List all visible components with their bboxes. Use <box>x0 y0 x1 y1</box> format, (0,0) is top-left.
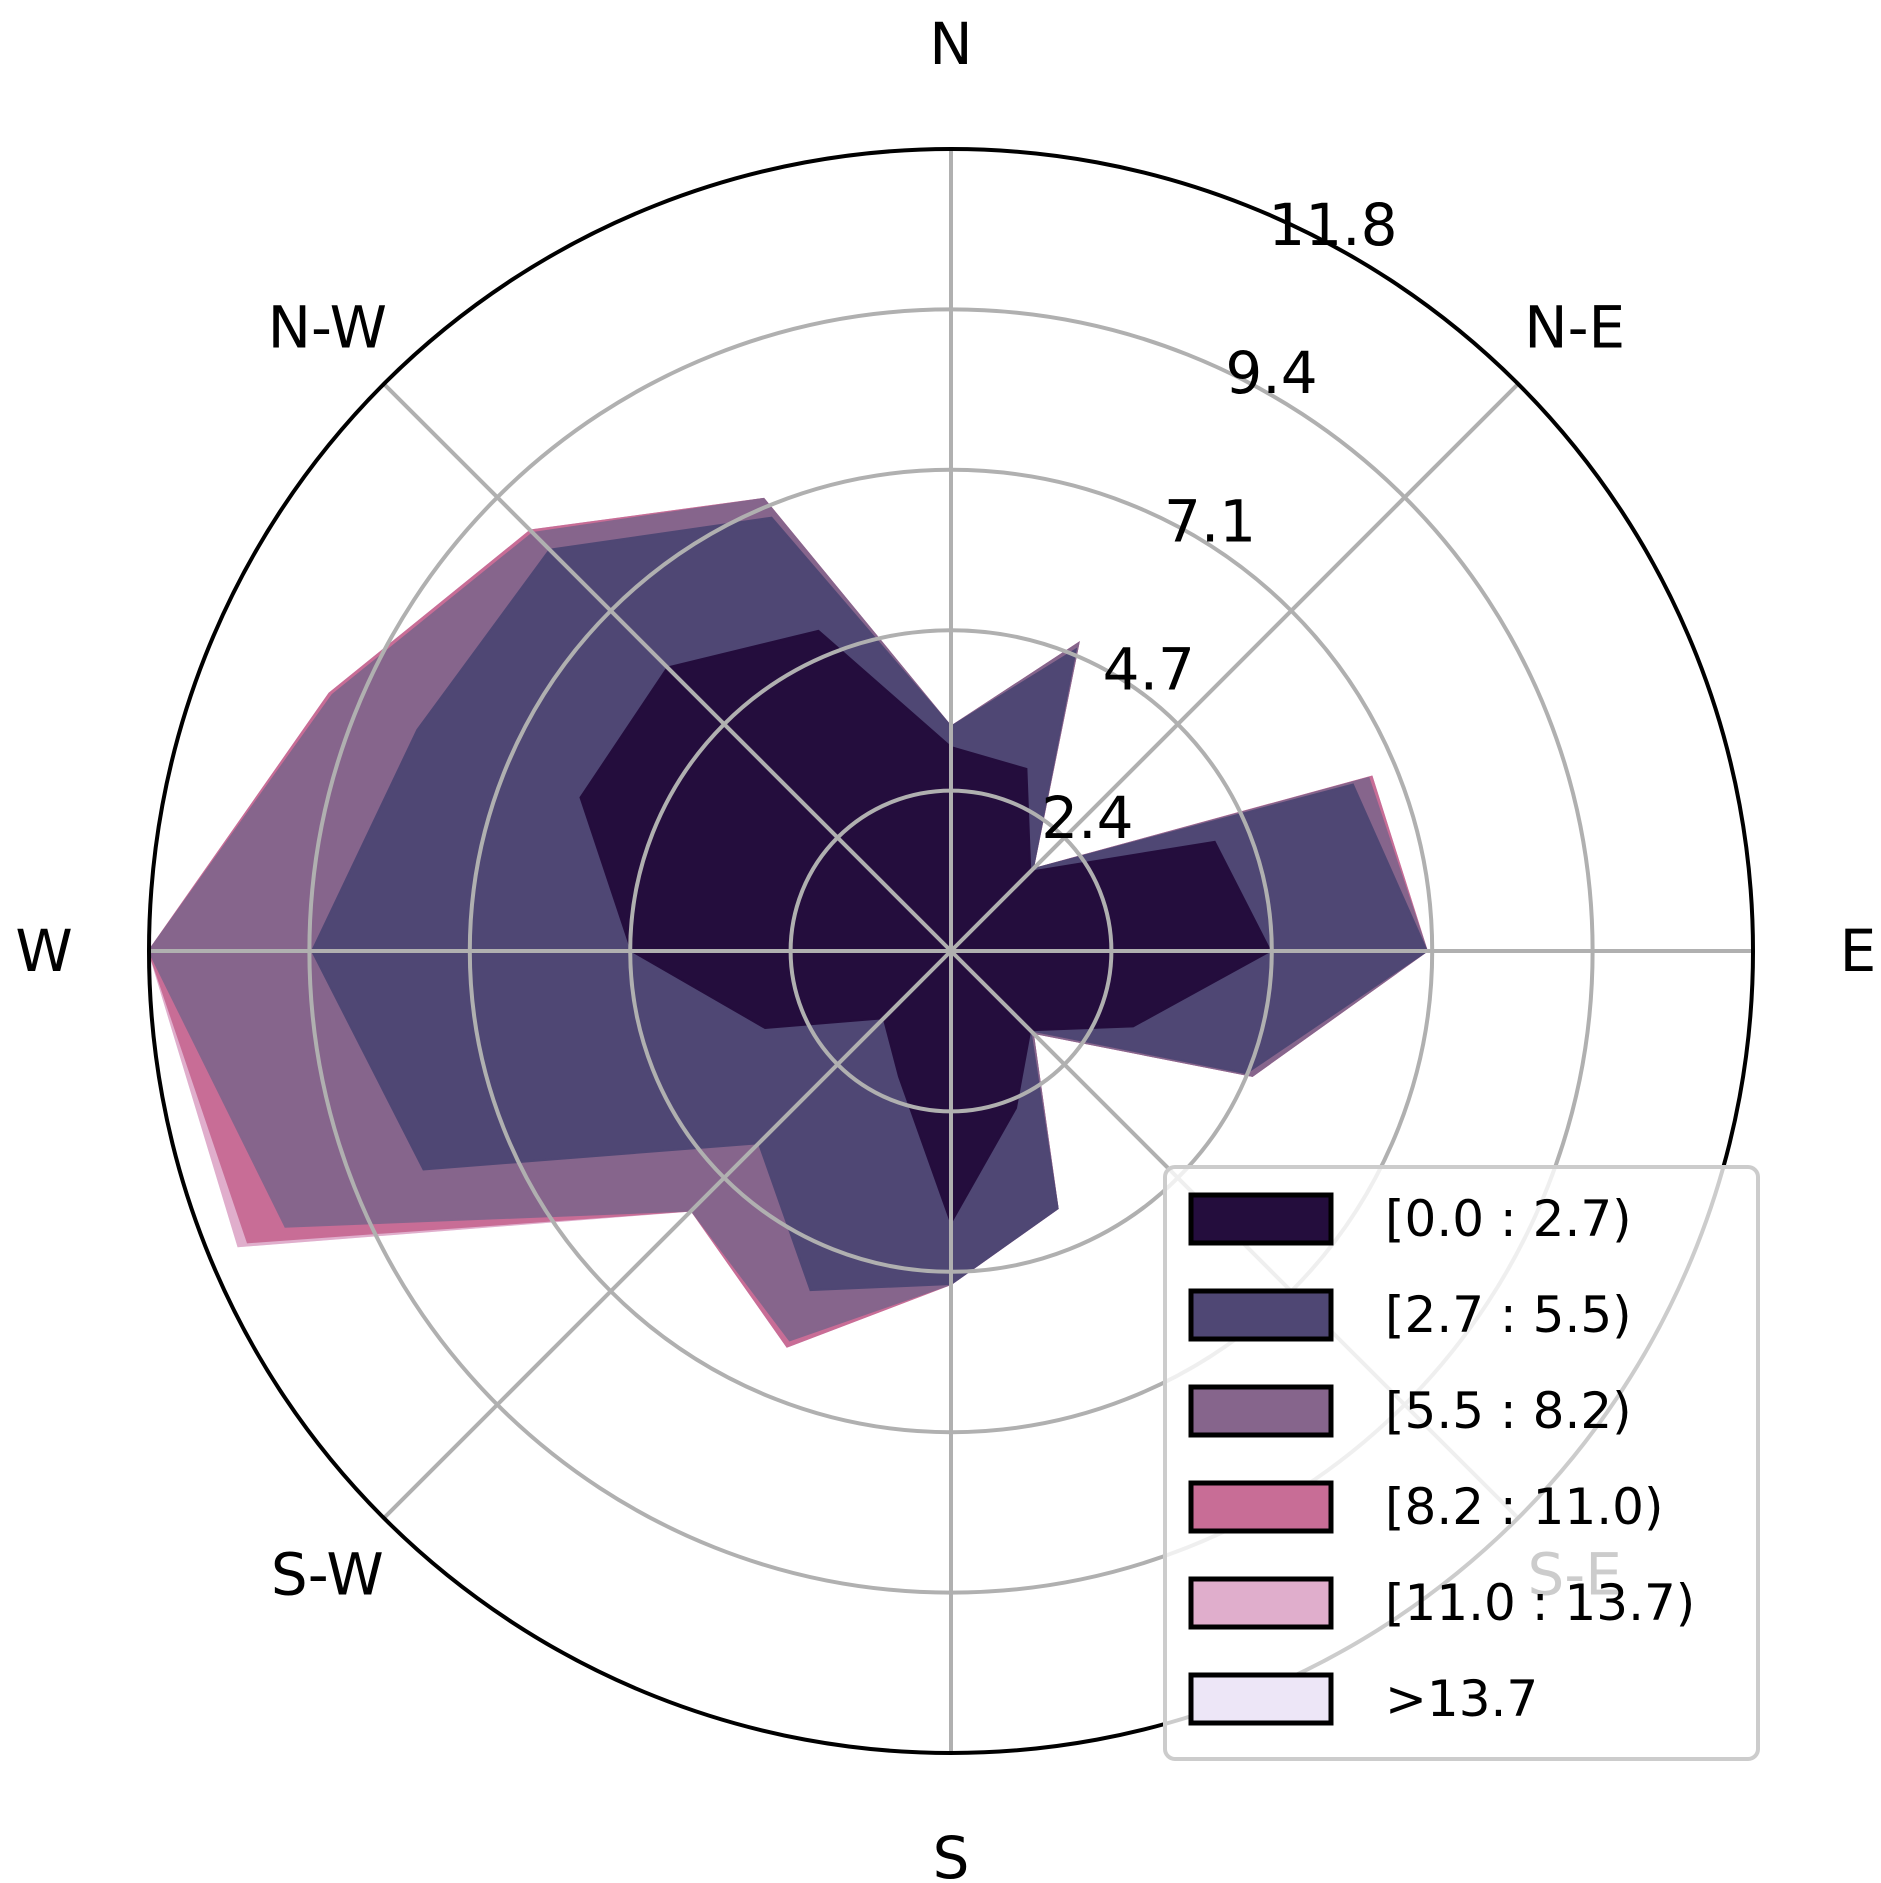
legend-label: [5.5 : 8.2) <box>1385 1382 1632 1440</box>
legend-label: [0.0 : 2.7) <box>1385 1190 1632 1248</box>
legend-label: >13.7 <box>1385 1670 1538 1728</box>
legend-swatch <box>1188 1384 1334 1438</box>
direction-label: S-W <box>271 1541 384 1609</box>
radial-tick-label: 4.7 <box>1103 636 1195 704</box>
legend-label: [2.7 : 5.5) <box>1385 1286 1632 1344</box>
polar-frame <box>147 147 1755 1755</box>
legend-label: [11.0 : 13.7) <box>1385 1574 1695 1632</box>
direction-label: E <box>1840 917 1877 985</box>
direction-label: N-E <box>1524 293 1625 361</box>
grid-spoke <box>382 949 953 1520</box>
axis-labels: EN-ENN-WWS-WSS-E2.44.77.19.411.8 <box>15 10 1876 1883</box>
radial-tick-label: 11.8 <box>1268 191 1397 259</box>
radial-tick-label: 9.4 <box>1225 339 1317 407</box>
direction-label: S <box>933 1824 970 1883</box>
radial-tick-label: 2.4 <box>1041 784 1133 852</box>
direction-label: W <box>15 917 72 985</box>
direction-label: N-W <box>268 293 387 361</box>
grid-spoke <box>949 382 1520 953</box>
legend-swatch <box>1188 1480 1334 1534</box>
direction-label: N <box>929 10 972 78</box>
legend-swatch <box>1188 1672 1334 1726</box>
radial-tick-label: 7.1 <box>1164 487 1256 555</box>
legend-swatch <box>1188 1288 1334 1342</box>
legend: [0.0 : 2.7) [2.7 : 5.5) [5.5 : 8.2) [8.2 : … <box>1163 1165 1760 1761</box>
legend-label: [8.2 : 11.0) <box>1385 1478 1664 1536</box>
grid-spoke <box>382 382 953 953</box>
legend-swatch <box>1188 1192 1334 1246</box>
legend-swatch <box>1188 1576 1334 1630</box>
